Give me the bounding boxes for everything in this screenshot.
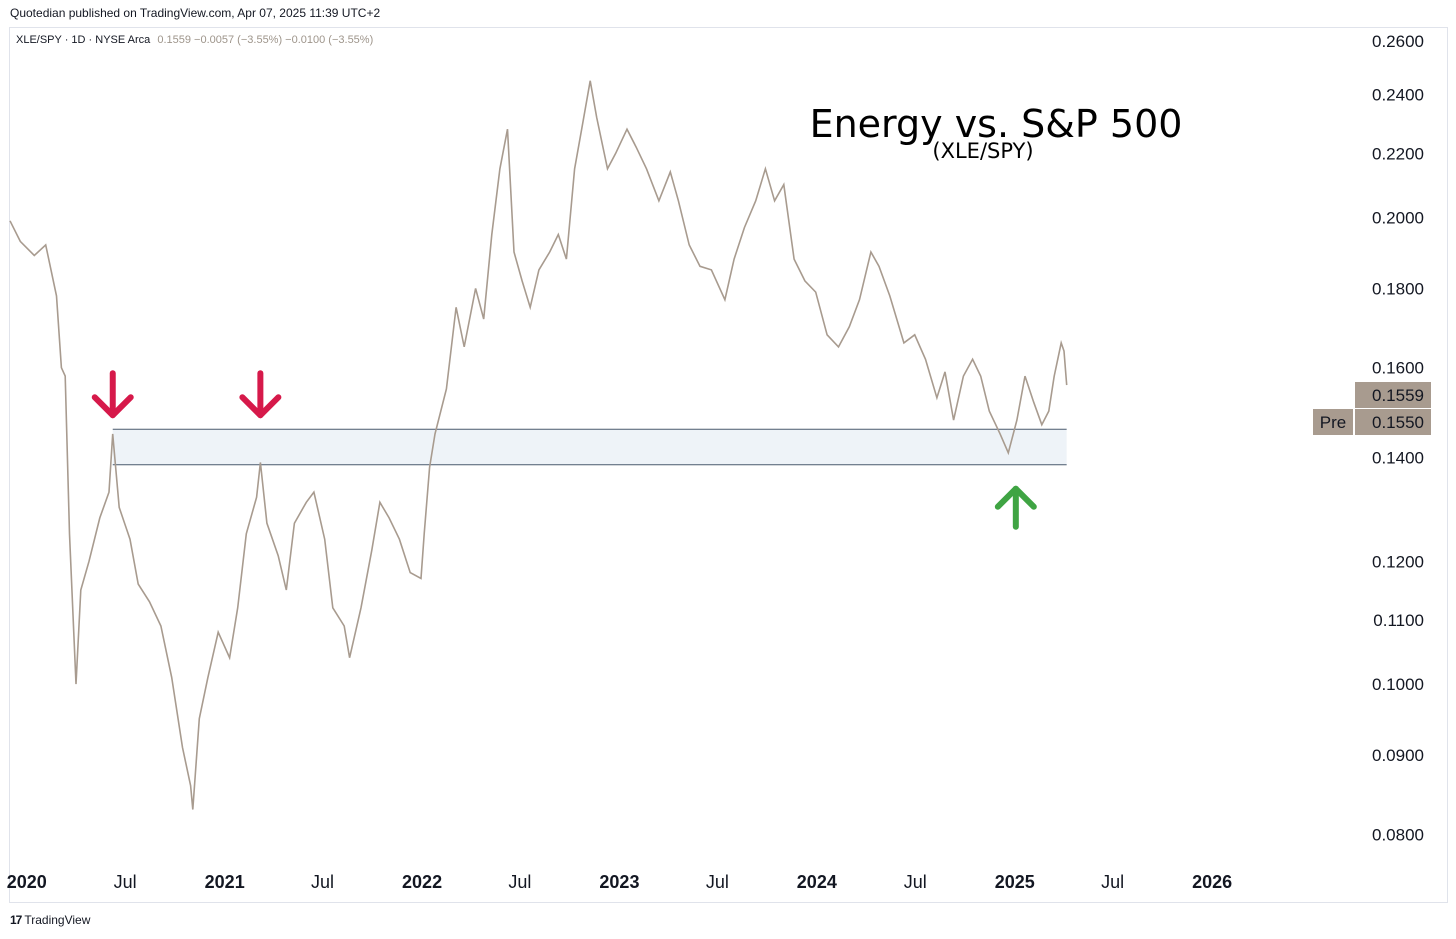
y-tick-label: 0.1100 — [1373, 611, 1424, 630]
x-tick-label: 2022 — [402, 872, 442, 892]
down-arrow-head — [239, 394, 282, 419]
y-tick-label: 0.2600 — [1372, 32, 1424, 51]
y-tick-label: 0.1800 — [1372, 279, 1424, 298]
y-tick-label: 0.1000 — [1372, 675, 1424, 694]
tradingview-logo-icon: 17 — [10, 913, 22, 927]
price-tag-value: 0.1550 — [1372, 413, 1424, 432]
tradingview-brand[interactable]: TradingView — [24, 913, 91, 927]
x-tick-label: 2023 — [599, 872, 639, 892]
x-tick-label: Jul — [311, 872, 334, 892]
y-tick-label: 0.1200 — [1372, 552, 1424, 571]
price-tag-box — [1355, 409, 1431, 435]
down-arrow-head — [91, 394, 134, 419]
x-tick-label: Jul — [508, 872, 531, 892]
published-by-line: Quotedian published on TradingView.com, … — [10, 6, 381, 20]
up-arrow-head — [994, 485, 1037, 510]
x-tick-label: Jul — [706, 872, 729, 892]
annotation-arrows — [91, 370, 1037, 530]
y-tick-label: 0.1400 — [1372, 449, 1424, 468]
chart-frame — [9, 27, 1448, 903]
price-tag-box — [1355, 382, 1431, 408]
x-tick-label: 2025 — [995, 872, 1035, 892]
y-tick-label: 0.2200 — [1372, 144, 1424, 163]
y-tick-label: 0.2000 — [1372, 208, 1424, 227]
price-change-values: 0.1559 −0.0057 (−3.55%) −0.0100 (−3.55%) — [157, 34, 374, 46]
price-line — [9, 80, 1068, 810]
price-tag-value: 0.1559 — [1372, 386, 1424, 405]
y-tick-label: 0.0800 — [1372, 825, 1424, 844]
pre-market-badge — [1313, 409, 1353, 435]
y-tick-label: 0.2400 — [1372, 86, 1424, 105]
x-tick-label: 2020 — [7, 872, 47, 892]
x-tick-label: Jul — [904, 872, 927, 892]
x-axis: 2020 Jul 2021 Jul 2022 Jul 2023 Jul 2024 Jul 2025 J… — [7, 872, 1232, 892]
footer: 17 TradingView — [10, 913, 90, 927]
down-arrow-icon — [239, 370, 282, 419]
x-tick-label: 2021 — [205, 872, 245, 892]
up-arrow-icon — [994, 485, 1037, 530]
chart-subtitle: (XLE/SPY) — [932, 139, 1033, 163]
x-tick-label: 2024 — [797, 872, 837, 892]
down-arrow-icon — [91, 370, 134, 419]
x-tick-label: 2026 — [1192, 872, 1232, 892]
y-axis: 0.2600 0.2400 0.2200 0.2000 0.1800 0.1600 0.14… — [1372, 32, 1424, 844]
support-zone — [112, 428, 1067, 466]
pre-market-label: Pre — [1320, 413, 1346, 432]
y-tick-label: 0.0900 — [1372, 746, 1424, 765]
x-tick-label: Jul — [114, 872, 137, 892]
support-zone-fill — [112, 429, 1067, 465]
chart-title: Energy vs. S&P 500 — [810, 102, 1183, 146]
x-tick-label: Jul — [1101, 872, 1124, 892]
symbol-label: XLE/SPY · 1D · NYSE Arca — [16, 34, 151, 46]
price-tags: 0.1559 0.1550 Pre — [1313, 382, 1431, 435]
y-tick-label: 0.1600 — [1372, 359, 1424, 378]
symbol-legend: XLE/SPY · 1D · NYSE Arca 0.1559 −0.0057 … — [16, 34, 373, 46]
